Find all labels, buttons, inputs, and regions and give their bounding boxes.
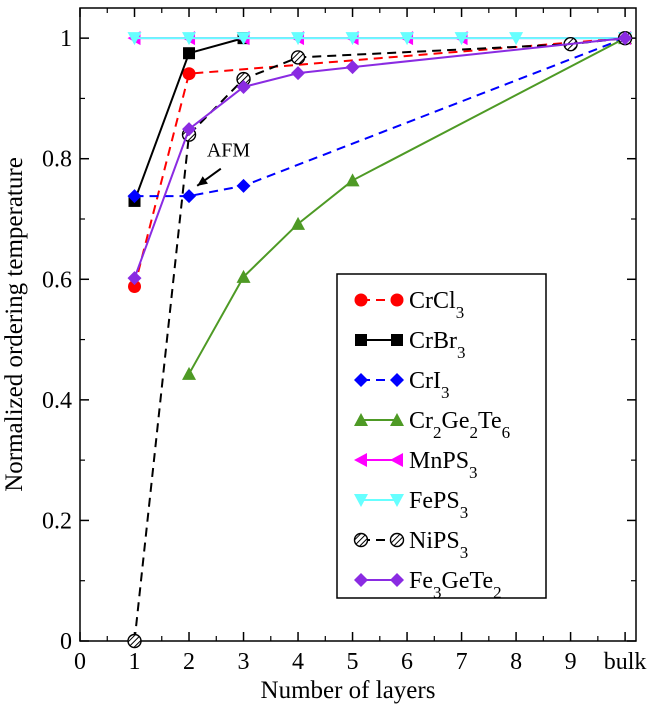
data-point-feps3 — [127, 32, 142, 46]
legend-marker-nips3 — [389, 532, 405, 548]
legend-item-fe3gete2 — [354, 573, 404, 587]
x-tick-label: 5 — [347, 649, 359, 675]
x-axis-label: Number of layers — [261, 677, 436, 704]
afm-annotation-label: AFM — [207, 140, 251, 162]
x-tick-label: 9 — [565, 649, 577, 675]
legend-item-cr2ge2te6 — [354, 413, 404, 426]
axes-layer: 0 1 2 3 4 5 6 7 8 9 bulk 0 0.2 0.4 0.6 0.8 1 Number of la… — [1, 7, 647, 704]
x-tick-label: 6 — [401, 649, 413, 675]
legend-marker-fe3gete2 — [354, 573, 368, 587]
legend-label: CrBr3 — [409, 328, 466, 362]
data-point-nips3 — [127, 633, 142, 649]
legend-item-crcl3 — [354, 293, 404, 307]
data-point-cri3 — [127, 189, 142, 204]
legend-item-cri3 — [354, 373, 404, 387]
legend: CrCl3 CrBr3 CrI3 Cr2Ge2Te6 MnPS3 FePS3 NiPS3 Fe… — [336, 273, 547, 602]
data-point-cr2ge2te6 — [182, 366, 197, 380]
data-point-nips3 — [290, 50, 306, 65]
data-point-feps3 — [509, 32, 524, 46]
legend-marker-crbr3 — [391, 334, 403, 346]
legend-label: FePS3 — [409, 488, 468, 522]
data-point-cri3 — [236, 178, 251, 193]
x-tick-label: 0 — [74, 649, 86, 675]
legend-marker-nips3 — [353, 532, 369, 548]
data-point-feps3 — [454, 32, 469, 46]
series-crbr3 — [128, 32, 250, 207]
series-layer — [127, 30, 633, 649]
data-point-cr2ge2te6 — [345, 173, 360, 187]
x-tick-label: 3 — [238, 649, 250, 675]
legend-label: Fe3GeTe2 — [409, 568, 502, 602]
plot-frame — [79, 7, 637, 642]
legend-marker-fe3gete2 — [390, 573, 404, 587]
legend-label: NiPS3 — [409, 528, 468, 562]
series-crcl3 — [128, 31, 632, 294]
series-line-fe3gete2 — [133, 37, 626, 279]
series-line-crbr3 — [133, 37, 244, 202]
data-point-fe3gete2 — [182, 122, 197, 137]
legend-marker-crcl3 — [354, 293, 368, 307]
y-axis-label: Normalized ordering temperature — [1, 157, 28, 492]
data-point-feps3 — [291, 32, 306, 46]
x-tick-label: 7 — [456, 649, 468, 675]
data-point-crcl3 — [128, 280, 142, 294]
data-point-feps3 — [236, 32, 251, 46]
series-line-crcl3 — [133, 37, 626, 287]
data-point-feps3 — [345, 32, 360, 46]
legend-marker-feps3 — [390, 494, 404, 507]
legend-marker-mnps3 — [390, 453, 403, 467]
data-point-cri3 — [182, 189, 197, 204]
y-tick-label: 0.8 — [42, 147, 72, 173]
legend-marker-crcl3 — [390, 293, 404, 307]
series-line-cri3 — [134, 37, 626, 198]
data-point-cr2ge2te6 — [291, 216, 306, 230]
legend-marker-cri3 — [390, 373, 404, 387]
legend-item-mnps3 — [354, 453, 403, 467]
legend-item-nips3 — [353, 532, 405, 548]
series-line-nips3 — [133, 37, 626, 642]
y-tick-label: 0.2 — [42, 508, 72, 534]
x-tick-label: 8 — [510, 649, 522, 675]
y-tick-label: 1 — [60, 26, 72, 52]
legend-item-feps3 — [354, 494, 404, 507]
data-point-fe3gete2 — [345, 60, 360, 75]
legend-marker-crbr3 — [355, 334, 367, 346]
x-tick-label: 4 — [292, 649, 304, 675]
annotation-layer: AFM — [196, 140, 251, 187]
legend-marker-cr2ge2te6 — [354, 413, 368, 426]
legend-label: MnPS3 — [409, 448, 478, 482]
data-point-crcl3 — [182, 67, 196, 81]
legend-label: Cr2Ge2Te6 — [409, 408, 510, 442]
data-point-fe3gete2 — [291, 66, 306, 81]
legend-item-crbr3 — [355, 334, 403, 346]
legend-marker-cr2ge2te6 — [390, 413, 404, 426]
x-tick-label: 2 — [183, 649, 195, 675]
legend-label: CrI3 — [409, 368, 450, 402]
legend-marker-cri3 — [354, 373, 368, 387]
data-point-fe3gete2 — [618, 31, 633, 46]
legend-marker-mnps3 — [354, 453, 367, 467]
y-tick-label: 0.4 — [42, 388, 72, 414]
y-tick-label: 0 — [60, 629, 72, 655]
x-tick-label: 1 — [129, 649, 141, 675]
legend-marker-feps3 — [354, 494, 368, 507]
data-point-feps3 — [400, 32, 415, 46]
series-fe3gete2 — [127, 31, 633, 286]
afm-arrow-head — [197, 176, 208, 186]
y-tick-label: 0.6 — [42, 267, 72, 293]
data-point-crbr3 — [183, 47, 196, 60]
x-tick-label: bulk — [604, 649, 647, 675]
data-point-fe3gete2 — [127, 271, 142, 286]
data-point-feps3 — [182, 32, 197, 46]
legend-box — [336, 273, 547, 599]
data-point-fe3gete2 — [236, 79, 251, 94]
legend-label: CrCl3 — [409, 288, 464, 322]
data-point-cr2ge2te6 — [236, 269, 251, 283]
